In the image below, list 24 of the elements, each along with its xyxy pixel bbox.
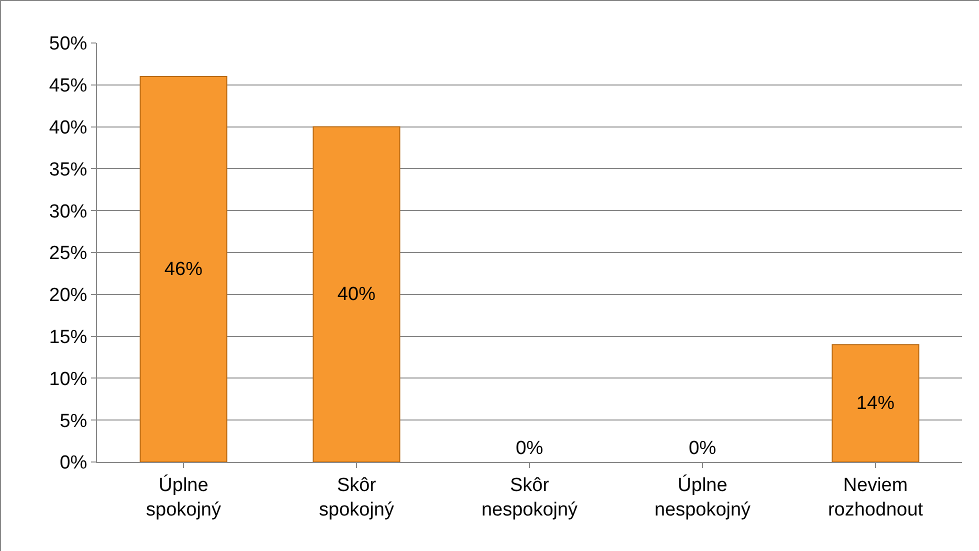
data-label: 0% [516, 438, 544, 459]
x-tick-label: Úplne spokojný [146, 474, 222, 520]
y-tick-label: 20% [49, 285, 88, 306]
x-tick-label: Úplne nespokojný [654, 474, 752, 520]
bar [140, 76, 228, 462]
bar [312, 126, 400, 462]
x-tick-label: Skôr nespokojný [481, 474, 578, 520]
x-tick-label: Neviem rozhodnout [828, 474, 924, 520]
y-tick-label: 35% [49, 159, 88, 180]
data-label: 40% [337, 284, 376, 305]
data-label: 46% [164, 258, 203, 280]
y-tick-label: 5% [60, 410, 88, 432]
y-tick-label: 45% [49, 76, 88, 97]
x-tick-label: Skôr spokojný [319, 474, 394, 520]
y-tick-label: 10% [49, 368, 88, 390]
y-tick-label: 40% [49, 117, 88, 138]
y-tick-label: 15% [49, 326, 88, 348]
y-tick-label: 30% [49, 201, 88, 222]
data-label: 0% [688, 438, 716, 459]
y-tick-label: 25% [49, 243, 88, 264]
y-tick-label: 50% [49, 34, 88, 55]
data-label: 14% [856, 392, 895, 414]
y-tick-label: 0% [60, 452, 88, 474]
bar [832, 344, 920, 462]
